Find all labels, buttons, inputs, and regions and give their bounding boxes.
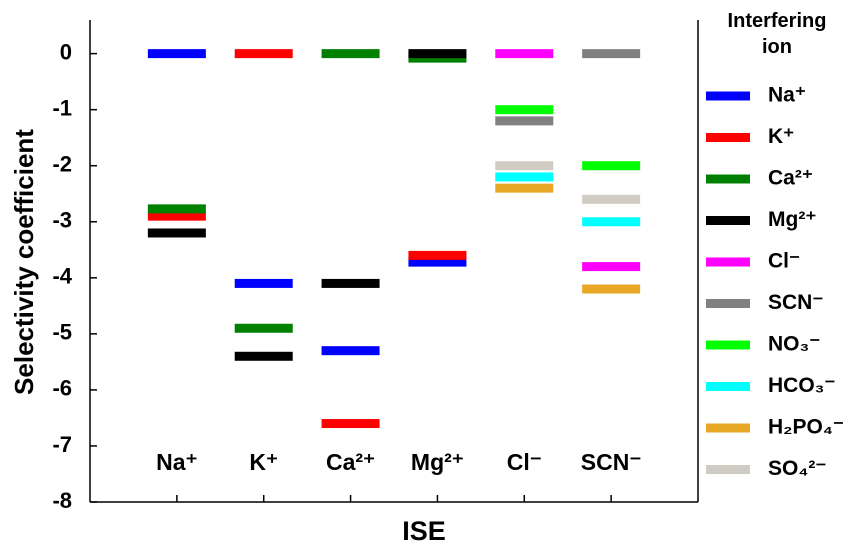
legend-label: Mg²⁺ [768, 208, 816, 231]
legend-label: NO₃⁻ [768, 333, 820, 356]
level-bar [495, 49, 554, 59]
y-axis-title: Selectivity coefficient [9, 129, 39, 395]
level-bar [495, 183, 554, 193]
level-bar [147, 204, 206, 214]
legend-label: H₂PO₄⁻ [768, 416, 844, 439]
level-bar [408, 49, 467, 59]
legend-swatch [706, 216, 750, 225]
level-bar [321, 346, 380, 356]
level-bar [408, 257, 467, 267]
category-label: Na⁺ [156, 449, 198, 475]
legend-swatch [706, 382, 750, 391]
y-tick-label: -4 [52, 264, 72, 289]
legend-label: K⁺ [768, 125, 794, 148]
level-bar [147, 211, 206, 221]
level-bar [495, 116, 554, 126]
legend-swatch [706, 91, 750, 101]
level-bar [495, 161, 554, 171]
legend-label: Na⁺ [768, 84, 806, 107]
level-bar [321, 278, 380, 288]
legend-swatch [706, 340, 750, 350]
level-bar [147, 49, 206, 59]
legend-label: SCN⁻ [768, 291, 823, 314]
category-label: K⁺ [249, 449, 278, 475]
y-tick-label: -2 [52, 152, 72, 177]
legend-swatch [706, 299, 750, 308]
y-tick-label: 0 [60, 39, 72, 64]
y-tick-label: -6 [52, 376, 72, 401]
legend-swatch [706, 423, 750, 433]
level-bar [234, 323, 293, 333]
legend-swatch [706, 257, 750, 267]
legend-label: SO₄²⁻ [768, 457, 826, 480]
level-bar [582, 161, 641, 171]
level-bar [582, 217, 641, 227]
level-bar [408, 250, 467, 260]
legend-label: HCO₃⁻ [768, 374, 835, 397]
category-label: Cl⁻ [507, 449, 542, 475]
y-tick-label: -1 [52, 95, 72, 120]
level-bar [321, 49, 380, 59]
y-tick-label: -8 [52, 488, 72, 513]
y-tick-label: -3 [52, 208, 72, 233]
category-label: Mg²⁺ [411, 449, 464, 475]
level-bar [234, 351, 293, 361]
x-axis-title: ISE [402, 516, 446, 546]
level-bar [321, 419, 380, 429]
legend-swatch [706, 465, 750, 474]
legend-swatch [706, 174, 750, 184]
category-label: Ca²⁺ [326, 449, 375, 475]
legend-label: Cl⁻ [768, 250, 800, 273]
level-bar [147, 228, 206, 238]
level-bar [234, 278, 293, 288]
legend-swatch [706, 133, 750, 142]
legend-label: Ca²⁺ [768, 167, 813, 190]
y-tick-label: -7 [52, 432, 72, 457]
legend-title: Interfering ion [727, 10, 827, 58]
level-bar [495, 172, 554, 182]
level-bar [495, 105, 554, 115]
level-bar [234, 49, 293, 59]
level-bar [582, 262, 641, 272]
category-label: SCN⁻ [581, 449, 642, 475]
level-bar [582, 49, 641, 59]
level-bar [582, 194, 641, 204]
level-bar [582, 284, 641, 294]
y-tick-label: -5 [52, 320, 72, 345]
